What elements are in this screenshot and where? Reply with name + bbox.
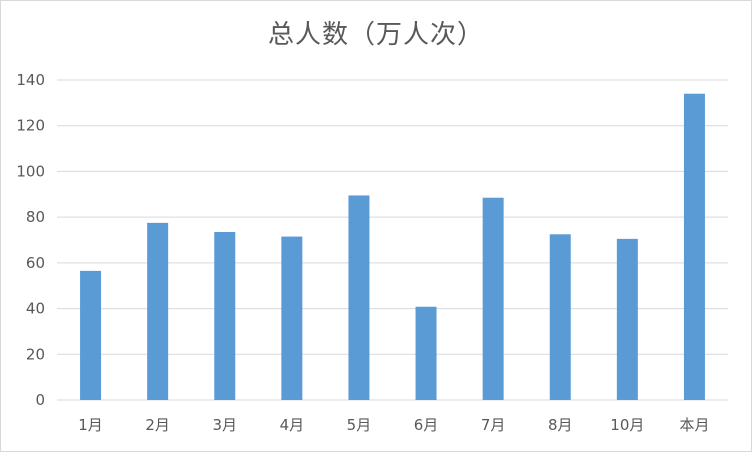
gridlines — [57, 79, 728, 401]
y-tick-label: 60 — [26, 254, 45, 272]
x-tick-label: 8月 — [548, 416, 573, 434]
bars — [80, 93, 705, 400]
bar — [616, 238, 638, 400]
y-axis-ticks: 0 20 40 60 80 100 120 140 — [16, 71, 45, 409]
bar — [214, 232, 236, 400]
x-axis-ticks: 1月 2月 3月 4月 5月 6月 7月 8月 10月 本月 — [78, 416, 709, 434]
bar — [482, 197, 504, 400]
y-tick-label: 100 — [16, 162, 45, 180]
x-tick-label: 5月 — [347, 416, 372, 434]
y-tick-label: 120 — [16, 117, 45, 135]
y-tick-label: 140 — [16, 71, 45, 89]
x-tick-label: 3月 — [212, 416, 237, 434]
x-tick-label: 2月 — [145, 416, 170, 434]
bar — [80, 270, 102, 400]
x-tick-label: 1月 — [78, 416, 103, 434]
bar — [147, 222, 169, 400]
bar — [549, 234, 571, 400]
x-tick-label: 本月 — [679, 416, 709, 434]
chart-title: 总人数（万人次） — [267, 20, 484, 50]
y-tick-label: 0 — [35, 391, 45, 409]
bar — [281, 236, 303, 400]
bar — [415, 306, 437, 400]
x-tick-label: 7月 — [481, 416, 506, 434]
y-tick-label: 40 — [26, 300, 45, 318]
y-tick-label: 80 — [26, 208, 45, 226]
x-tick-label: 6月 — [414, 416, 439, 434]
bar — [348, 195, 370, 400]
y-tick-label: 20 — [26, 345, 45, 363]
x-tick-label: 4月 — [280, 416, 305, 434]
bar — [683, 93, 705, 400]
x-tick-label: 10月 — [610, 416, 644, 434]
